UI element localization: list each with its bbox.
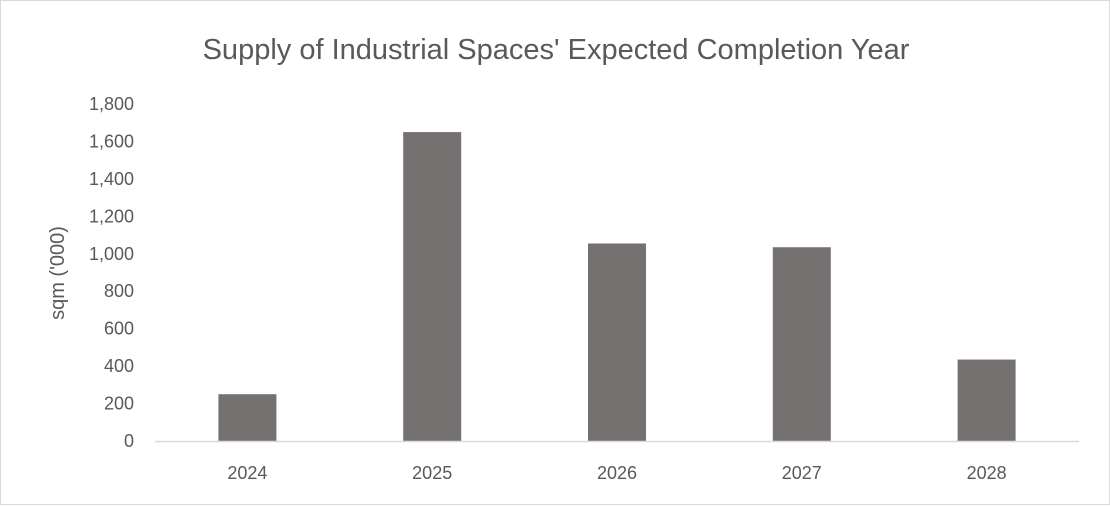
x-tick-label: 2024 — [227, 463, 267, 483]
chart-title: Supply of Industrial Spaces' Expected Co… — [203, 34, 910, 66]
bar — [772, 247, 831, 441]
y-axis-label: sqm ('000) — [47, 226, 69, 320]
y-tick-label: 1,000 — [89, 244, 134, 264]
bar — [588, 243, 646, 441]
y-tick-label: 0 — [124, 431, 134, 451]
y-tick-label: 1,800 — [89, 94, 134, 114]
bar — [957, 359, 1016, 441]
y-axis-ticks: 0 200 400 600 800 1,000 1,200 1,400 1,600 1,800 — [89, 94, 134, 451]
y-tick-label: 1,400 — [89, 169, 134, 189]
y-tick-label: 200 — [104, 394, 134, 414]
x-tick-label: 2027 — [782, 463, 822, 483]
x-tick-label: 2025 — [412, 463, 452, 483]
y-tick-label: 1,600 — [89, 131, 134, 151]
y-tick-label: 600 — [104, 319, 134, 339]
bar — [218, 394, 277, 441]
y-tick-label: 800 — [104, 281, 134, 301]
x-tick-label: 2026 — [597, 463, 637, 483]
x-axis-ticks: 2024 2025 2026 2027 2028 — [227, 463, 1006, 483]
y-tick-label: 1,200 — [89, 206, 134, 226]
bar — [403, 132, 462, 442]
bars — [218, 132, 1016, 442]
x-tick-label: 2028 — [967, 463, 1007, 483]
y-tick-label: 400 — [104, 356, 134, 376]
